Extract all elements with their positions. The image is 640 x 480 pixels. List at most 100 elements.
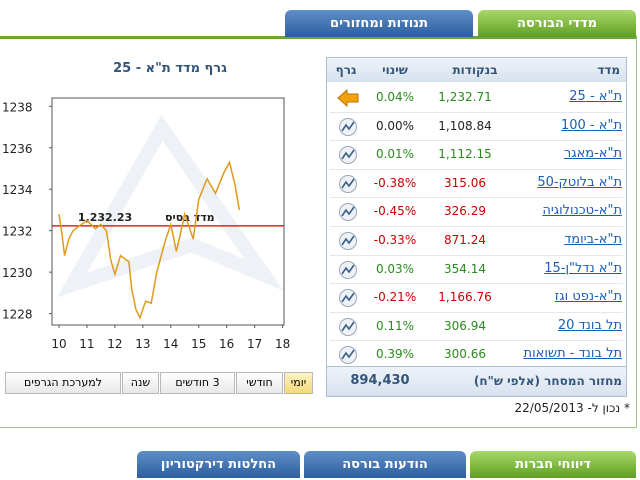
chart-icon <box>339 203 357 222</box>
as-of-note: * נכון ל- 22/05/2013 <box>514 401 630 415</box>
table-header: מדד <box>597 63 620 77</box>
index-line <box>58 160 241 320</box>
tab[interactable]: מדדי הבורסה <box>478 10 636 37</box>
chart-icon <box>339 317 357 336</box>
x-tick-label: 10 <box>51 337 66 351</box>
index-change: -0.33% <box>373 233 417 247</box>
y-tick-label: 1232 <box>2 225 33 239</box>
index-change: -0.45% <box>373 204 417 219</box>
base-line-value: 1,232.23 <box>78 211 132 224</box>
range-button[interactable]: חודשי <box>236 372 283 394</box>
index-points: 871.24 <box>444 233 486 247</box>
chart-icon <box>339 289 357 308</box>
index-change: -0.21% <box>373 290 417 305</box>
index-points: 1,166.76 <box>438 290 492 305</box>
graph-icon[interactable] <box>336 174 360 194</box>
table-header: שינוי <box>382 63 408 77</box>
x-tick-label: 12 <box>107 337 122 351</box>
index-change: 0.39% <box>375 347 415 362</box>
range-button[interactable]: שנה <box>122 372 159 394</box>
index-points: 1,232.71 <box>438 90 492 104</box>
table-header-bg <box>327 58 626 82</box>
graph-icon[interactable] <box>336 345 360 365</box>
x-tick-label: 13 <box>135 337 150 351</box>
index-change: 0.01% <box>375 147 415 162</box>
index-link[interactable]: ת"א-ביומד <box>564 232 622 247</box>
y-tick-label: 1230 <box>2 266 33 280</box>
x-tick-label: 14 <box>163 337 178 351</box>
tab[interactable]: החלטות דירקטוריון <box>137 451 300 478</box>
index-points: 300.66 <box>444 347 486 362</box>
index-change: 0.04% <box>375 90 415 104</box>
y-tick-label: 1228 <box>2 308 33 322</box>
index-link[interactable]: תל בונד - תשואות <box>523 346 622 362</box>
range-button[interactable]: יומי <box>284 372 313 394</box>
row-line <box>330 140 623 142</box>
index-link[interactable]: ת"א-נפט וגז <box>554 289 622 305</box>
range-button[interactable]: 3 חודשים <box>160 372 235 394</box>
watermark <box>56 114 284 298</box>
row-line <box>330 283 623 285</box>
index-link[interactable]: ת"א-טכנולוגיה <box>542 203 622 219</box>
row-line <box>330 311 623 313</box>
panel <box>0 36 637 428</box>
graph-icon[interactable] <box>336 231 360 251</box>
index-points: 354.14 <box>444 261 486 276</box>
index-change: 0.11% <box>375 318 415 333</box>
x-tick-label: 16 <box>219 337 234 351</box>
x-tick-label: 11 <box>79 337 94 351</box>
index-link[interactable]: ת"א נדל"ן-15 <box>544 260 622 276</box>
row-line <box>330 340 623 342</box>
index-points: 326.29 <box>444 204 486 219</box>
index-points: 315.06 <box>444 175 486 190</box>
index-points: 1,112.15 <box>438 147 492 162</box>
x-tick-label: 15 <box>191 337 206 351</box>
x-tick-label: 18 <box>275 337 290 351</box>
index-link[interactable]: תל בונד 20 <box>557 317 622 333</box>
index-change: -0.38% <box>373 175 417 190</box>
row-line <box>330 197 623 199</box>
chart-title: גרף מדד ת"א - 25 <box>113 61 227 76</box>
arrow-icon <box>337 88 359 108</box>
chart-icon <box>339 260 357 279</box>
chart-icon <box>339 174 357 193</box>
y-tick-label: 1238 <box>2 100 33 114</box>
index-change: 0.03% <box>375 261 415 276</box>
index-link[interactable]: ת"א - 25 <box>569 89 622 104</box>
table-header: בנקודות <box>452 63 498 77</box>
tab[interactable]: דיווחי חברות <box>470 451 636 478</box>
y-tick-label: 1236 <box>2 142 33 156</box>
footer-label: מחזור המסחר (אלפי ש"ח) <box>473 374 622 388</box>
table-footer-bg <box>327 366 626 396</box>
graph-icon[interactable] <box>336 260 360 280</box>
chart-icon <box>339 232 357 250</box>
row-line <box>330 226 623 227</box>
x-tick-label: 17 <box>247 337 262 351</box>
base-line-label: מדד בסיס <box>165 211 215 224</box>
table-header: גרף <box>335 63 357 77</box>
y-tick-label: 1234 <box>2 183 33 197</box>
index-link[interactable]: ת"א בלוטק-50 <box>537 174 622 190</box>
graph-icon[interactable] <box>336 202 360 222</box>
row-line <box>330 111 623 113</box>
chart-icon <box>339 146 357 165</box>
chart: גרף מדד ת"א - 25 1228 1230 1232 1234 1236 1238… <box>2 61 290 351</box>
tab[interactable]: הודעות בורסה <box>304 451 466 478</box>
chart-icon <box>339 346 357 365</box>
index-link[interactable]: ת"א-מאגר <box>563 146 622 162</box>
graph-icon[interactable] <box>336 145 360 165</box>
index-points: 1,108.84 <box>438 118 492 133</box>
tab[interactable]: תנודות ומחזורים <box>285 10 473 37</box>
graph-icon[interactable] <box>336 288 360 308</box>
graph-icon[interactable] <box>336 117 360 137</box>
row-line <box>330 254 623 256</box>
index-link[interactable]: ת"א - 100 <box>561 117 622 133</box>
table-box <box>326 57 627 397</box>
footer-value: 894,430 <box>350 373 410 388</box>
range-button[interactable]: למערכת הגרפים <box>5 372 121 394</box>
graph-icon[interactable] <box>336 317 360 337</box>
graph-icon[interactable] <box>336 88 360 108</box>
index-points: 306.94 <box>444 318 486 333</box>
row-line <box>330 168 623 170</box>
